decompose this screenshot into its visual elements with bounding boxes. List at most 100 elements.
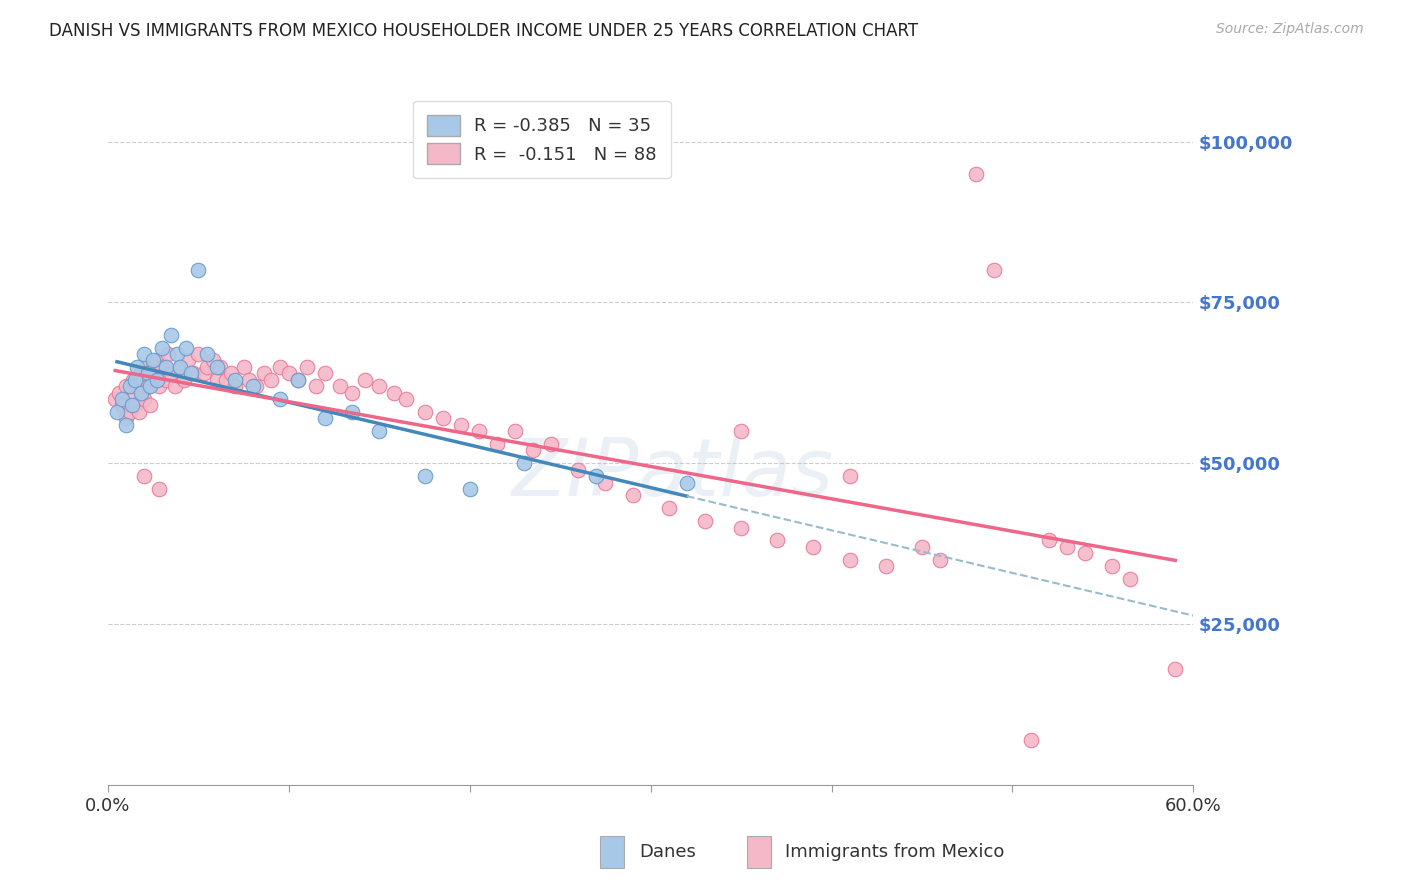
Point — [148, 379, 170, 393]
Point — [838, 552, 860, 566]
Point — [134, 347, 156, 361]
Point — [838, 469, 860, 483]
Point — [328, 379, 350, 393]
Point — [1056, 540, 1078, 554]
Point — [245, 379, 267, 393]
Point — [111, 398, 134, 412]
Point — [169, 359, 191, 374]
Point — [197, 347, 219, 361]
Point — [305, 379, 328, 393]
Point — [803, 540, 825, 554]
Point — [766, 533, 789, 548]
Point — [513, 456, 536, 470]
Point — [115, 379, 138, 393]
Point — [238, 373, 260, 387]
Point — [121, 392, 143, 406]
Point — [121, 398, 143, 412]
Point — [314, 411, 336, 425]
Point — [277, 366, 299, 380]
Point — [166, 347, 188, 361]
Point — [180, 366, 202, 380]
Point — [187, 347, 209, 361]
Point — [155, 373, 177, 387]
Point — [693, 514, 716, 528]
Point — [134, 469, 156, 483]
Point — [142, 353, 165, 368]
Point — [730, 520, 752, 534]
Point — [156, 347, 179, 361]
Point — [124, 398, 146, 412]
Point — [522, 443, 544, 458]
Text: Immigrants from Mexico: Immigrants from Mexico — [785, 843, 1004, 861]
Point — [468, 424, 491, 438]
Point — [1038, 533, 1060, 548]
Text: Danes: Danes — [640, 843, 696, 861]
Point — [146, 353, 169, 368]
Point — [395, 392, 418, 406]
Point — [111, 392, 134, 406]
Point — [295, 359, 318, 374]
Point — [269, 392, 291, 406]
Point — [129, 385, 152, 400]
Point — [314, 366, 336, 380]
Point — [115, 417, 138, 432]
Point — [368, 379, 391, 393]
Point — [205, 359, 228, 374]
Point — [252, 366, 274, 380]
Point — [242, 379, 264, 393]
Point — [187, 263, 209, 277]
Text: Source: ZipAtlas.com: Source: ZipAtlas.com — [1216, 22, 1364, 37]
Point — [214, 373, 236, 387]
Point — [567, 463, 589, 477]
Point — [136, 366, 159, 380]
Point — [129, 366, 152, 380]
Point — [125, 359, 148, 374]
Point — [134, 392, 156, 406]
Point — [353, 373, 375, 387]
Point — [118, 379, 141, 393]
Point — [287, 373, 309, 387]
Point — [135, 359, 157, 374]
Point — [115, 411, 138, 425]
Point — [485, 437, 508, 451]
Point — [118, 405, 141, 419]
Point — [1119, 572, 1142, 586]
Point — [1019, 732, 1042, 747]
Point — [142, 359, 165, 374]
Point — [1101, 559, 1123, 574]
Point — [155, 359, 177, 374]
Point — [232, 359, 254, 374]
Point — [458, 482, 481, 496]
Point — [150, 359, 173, 374]
Point — [260, 373, 283, 387]
Point — [160, 327, 183, 342]
Point — [104, 392, 127, 406]
Point — [875, 559, 897, 574]
Point — [125, 379, 148, 393]
Point — [148, 482, 170, 496]
Point — [432, 411, 454, 425]
Point — [1074, 546, 1097, 560]
Point — [138, 379, 160, 393]
Point — [340, 385, 363, 400]
Point — [197, 359, 219, 374]
Point — [621, 488, 644, 502]
Point — [540, 437, 562, 451]
Point — [224, 373, 246, 387]
Point — [146, 373, 169, 387]
Point — [124, 373, 146, 387]
Point — [131, 385, 153, 400]
Point — [201, 353, 224, 368]
Legend: R = -0.385   N = 35, R =  -0.151   N = 88: R = -0.385 N = 35, R = -0.151 N = 88 — [413, 101, 671, 178]
Point — [287, 373, 309, 387]
Point — [169, 359, 191, 374]
Point — [174, 341, 197, 355]
Point — [676, 475, 699, 490]
Point — [181, 366, 204, 380]
Point — [585, 469, 607, 483]
Point — [108, 385, 131, 400]
Point — [205, 373, 228, 387]
Point — [503, 424, 526, 438]
Point — [173, 373, 195, 387]
Point — [965, 167, 987, 181]
